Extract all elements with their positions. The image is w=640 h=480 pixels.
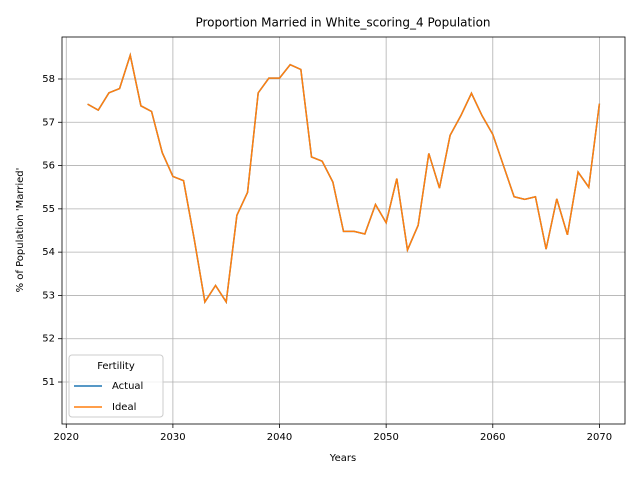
y-tick-label: 53 (42, 290, 55, 301)
y-tick-label: 54 (42, 247, 55, 258)
y-tick-label: 51 (42, 377, 55, 388)
y-tick-label: 52 (42, 334, 55, 345)
y-tick-label: 56 (42, 161, 55, 172)
legend-label: Actual (112, 381, 143, 392)
y-tick-label: 58 (42, 74, 55, 85)
plot-frame (61, 36, 626, 425)
x-tick-label: 2050 (373, 432, 398, 443)
y-axis-label: % of Population 'Married' (15, 168, 26, 293)
legend-box (68, 354, 164, 418)
x-tick-label: 2020 (54, 432, 79, 443)
x-axis-label: Years (329, 453, 356, 464)
legend-title: Fertility (97, 361, 135, 372)
line (87, 52, 601, 305)
x-tick-label: 2060 (480, 432, 505, 443)
legend-label: Ideal (112, 402, 136, 413)
chart-title: Proportion Married in White_scoring_4 Po… (195, 16, 490, 30)
x-tick-label: 2030 (160, 432, 185, 443)
x-tick-label: 2040 (267, 432, 292, 443)
y-tick-label: 55 (42, 204, 55, 215)
line (87, 52, 601, 305)
x-tick-label: 2070 (587, 432, 612, 443)
y-tick-label: 57 (42, 117, 55, 128)
